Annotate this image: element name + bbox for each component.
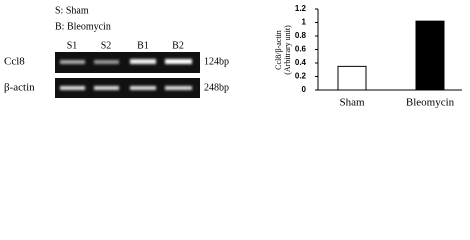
band [94, 60, 119, 64]
band-size: 248bp [204, 82, 229, 93]
y-tick-label: 0.2 [295, 72, 307, 81]
band [130, 59, 156, 64]
gel-image [55, 52, 200, 73]
lane-label: S1 [67, 40, 78, 51]
band [60, 60, 85, 64]
bar [415, 20, 445, 91]
y-axis-label: Ccl8/β-actin [274, 30, 283, 70]
band [94, 86, 119, 90]
gel-legend: S: Sham [55, 5, 89, 16]
y-tick-label: 1 [302, 18, 307, 27]
x-tick-label: Sham [339, 97, 365, 109]
row-label: Ccl8 [4, 56, 25, 68]
figure: S: Sham B: Bleomycin S1 S2 B1 B2 Ccl8 124bp β-… [4, 4, 462, 109]
y-tick-label: 0.6 [295, 45, 307, 54]
gel-image [55, 78, 200, 98]
y-tick-label: 0 [302, 85, 307, 94]
lane-label: B1 [137, 40, 149, 51]
band [130, 86, 156, 90]
band [165, 59, 192, 64]
bar [337, 65, 367, 91]
y-tick-label: 1.2 [295, 4, 307, 13]
row-label: β-actin [4, 82, 35, 94]
band [60, 86, 85, 90]
y-tick-label: 0.4 [295, 58, 307, 67]
band-size: 124bp [204, 56, 229, 67]
y-tick-label: 0.8 [295, 31, 307, 40]
lane-label: B2 [172, 40, 184, 51]
x-tick-label: Bleomycin [406, 97, 455, 109]
y-axis-label: (Arbitrary unit) [283, 25, 292, 75]
lane-label: S2 [101, 40, 112, 51]
gel-legend: B: Bleomycin [55, 21, 111, 32]
band [165, 86, 192, 90]
bands [60, 59, 192, 90]
